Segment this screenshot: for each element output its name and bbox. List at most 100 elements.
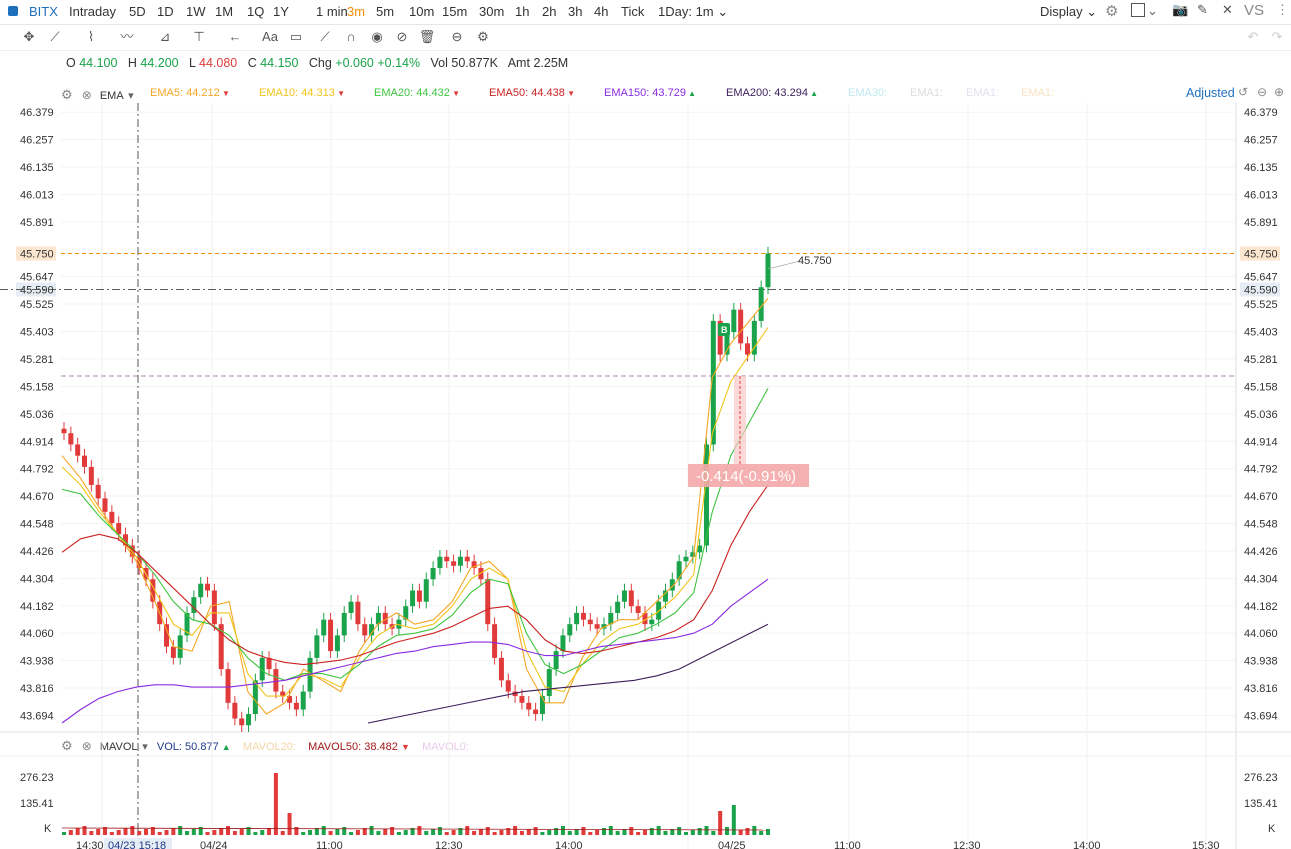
timeframe-5m[interactable]: 5m (376, 4, 395, 19)
hide-icon[interactable]: ⊘ (396, 29, 408, 44)
ema-item-ema50[interactable]: EMA50: 44.438 ▼ (489, 87, 575, 99)
vol-close-icon[interactable]: ⊗ (81, 739, 92, 753)
ema-item-ema20[interactable]: EMA20: 44.432 ▼ (374, 87, 460, 99)
volume-bar (417, 826, 422, 835)
polyline-icon[interactable]: ⌇ (87, 29, 95, 44)
timeframe-4h[interactable]: 4h (594, 4, 609, 19)
tool-settings-icon[interactable]: ⚙ (477, 29, 489, 44)
ruler-icon[interactable]: ⟋ (320, 29, 330, 44)
timeframe-30m[interactable]: 30m (479, 4, 505, 19)
timeframe-1q[interactable]: 1Q (247, 4, 265, 19)
eye-icon[interactable]: ◉ (371, 29, 383, 44)
display-menu[interactable]: Display ⌄ (1040, 4, 1098, 19)
high-value: 44.200 (140, 56, 179, 70)
more-vertical-icon[interactable]: ⋮ (1276, 2, 1289, 17)
move-icon[interactable]: ✥ (23, 29, 35, 44)
ema-faded-item[interactable]: EMA1: (966, 87, 1000, 99)
candle-body (300, 691, 306, 710)
ema-item-ema10[interactable]: EMA10: 44.313 ▼ (259, 87, 345, 99)
timeframe-1w[interactable]: 1W (186, 4, 206, 19)
volume-bar (239, 829, 244, 835)
timeframe-3h[interactable]: 3h (568, 4, 583, 19)
magnet-icon[interactable]: ∩ (346, 29, 356, 44)
candle-body (191, 597, 197, 613)
layout-square-icon[interactable] (1131, 3, 1145, 17)
candle-body (88, 466, 94, 485)
candle-body (362, 624, 368, 636)
vol-settings-icon[interactable]: ⚙ (61, 738, 73, 753)
period-selector[interactable]: 1Day: 1m ⌄ (658, 4, 729, 19)
trend-down-icon: ▼ (564, 89, 575, 98)
volume-bar (745, 828, 750, 835)
ema-item-ema150[interactable]: EMA150: 43.729 ▲ (604, 87, 696, 99)
pattern-icon[interactable]: ⊿ (159, 29, 171, 44)
ema-dropdown-icon[interactable]: ▾ (128, 90, 134, 102)
camera-icon[interactable]: 📷 (1172, 2, 1189, 17)
timeframe-2h[interactable]: 2h (542, 4, 557, 19)
note-icon[interactable]: ▭ (289, 29, 303, 44)
timeframe-15m[interactable]: 15m (442, 4, 468, 19)
undo-icon[interactable]: ↶ (1247, 29, 1259, 44)
volume-bar (472, 831, 477, 835)
price-axis-label-left: 44.792 (20, 464, 54, 476)
volume-bar (130, 826, 135, 835)
candle-body (211, 590, 217, 625)
collapse-icon[interactable]: ⊖ (1257, 85, 1268, 99)
timeframe-intraday[interactable]: Intraday (69, 4, 116, 19)
text-tool[interactable]: Aa (262, 29, 278, 44)
ema-line-ema150 (61, 578, 769, 724)
candle-body (410, 590, 416, 607)
volume-bar (738, 830, 743, 835)
ema-item-ema200[interactable]: EMA200: 43.294 ▲ (726, 87, 818, 99)
ema-item-value: 44.313 (298, 87, 335, 99)
ema-close-icon[interactable]: ⊗ (81, 88, 92, 102)
timeframe-1h[interactable]: 1h (515, 4, 530, 19)
wave-icon[interactable]: 〰 (120, 29, 134, 44)
timeframe-1-min[interactable]: 1 min (316, 4, 348, 19)
vs-button[interactable]: VS (1244, 2, 1265, 19)
timeframe-1y[interactable]: 1Y (273, 4, 289, 19)
volume-bar (533, 827, 538, 835)
layout-chevron-icon[interactable]: ⌄ (1147, 3, 1158, 18)
fib-icon[interactable]: ⊤ (193, 29, 205, 44)
arrow-icon[interactable]: ← (228, 29, 242, 44)
ema-faded-item[interactable]: EMA1: (1021, 87, 1055, 99)
pen-icon[interactable]: ✎ (1197, 2, 1208, 17)
mavol50-line (61, 827, 769, 831)
symbol-label[interactable]: BITX (29, 4, 58, 19)
settings-gear-icon[interactable]: ⚙ (1105, 3, 1119, 20)
ema-faded-item[interactable]: EMA1: (910, 87, 944, 99)
timeframe-5d[interactable]: 5D (129, 4, 146, 19)
timeframe-1d[interactable]: 1D (157, 4, 174, 19)
ema-settings-icon[interactable]: ⚙ (61, 87, 73, 102)
link-icon[interactable]: ⊖ (451, 29, 463, 44)
ema-item-ema5[interactable]: EMA5: 44.212 ▼ (150, 87, 230, 99)
ema-faded-item[interactable]: EMA30: (848, 87, 888, 99)
candle-body (280, 691, 286, 697)
candle-body (239, 718, 245, 726)
reset-icon[interactable]: ↺ (1238, 85, 1249, 99)
close-x-icon[interactable]: ✕ (1222, 2, 1233, 17)
timeframe-1m[interactable]: 1M (215, 4, 234, 19)
volume-axis-label-left: K (44, 823, 52, 835)
volume-bar (342, 827, 347, 835)
time-axis-label: 04/25 (718, 840, 746, 849)
price-axis-label-right: 44.548 (1244, 519, 1278, 531)
price-axis-label-left: 44.182 (20, 601, 54, 613)
price-axis-label-right: 43.816 (1244, 683, 1278, 695)
expand-icon[interactable]: ⊕ (1274, 85, 1285, 99)
ema-item-value: 44.212 (183, 87, 220, 99)
adjusted-label[interactable]: Adjusted (1186, 86, 1234, 100)
timeframe-10m[interactable]: 10m (409, 4, 435, 19)
redo-icon[interactable]: ↷ (1271, 29, 1283, 44)
mavol-dropdown-icon[interactable]: ▾ (142, 741, 148, 753)
trendline-icon[interactable]: ⟋ (50, 29, 60, 44)
trash-icon[interactable]: 🗑 (418, 29, 436, 44)
measure-range (734, 376, 746, 464)
timeframe-3m[interactable]: 3m (347, 4, 366, 19)
timeframe-tick[interactable]: Tick (621, 4, 645, 19)
volume-bar (150, 827, 155, 835)
candle-body (341, 612, 347, 636)
ema-item-label: EMA5: (150, 87, 184, 99)
